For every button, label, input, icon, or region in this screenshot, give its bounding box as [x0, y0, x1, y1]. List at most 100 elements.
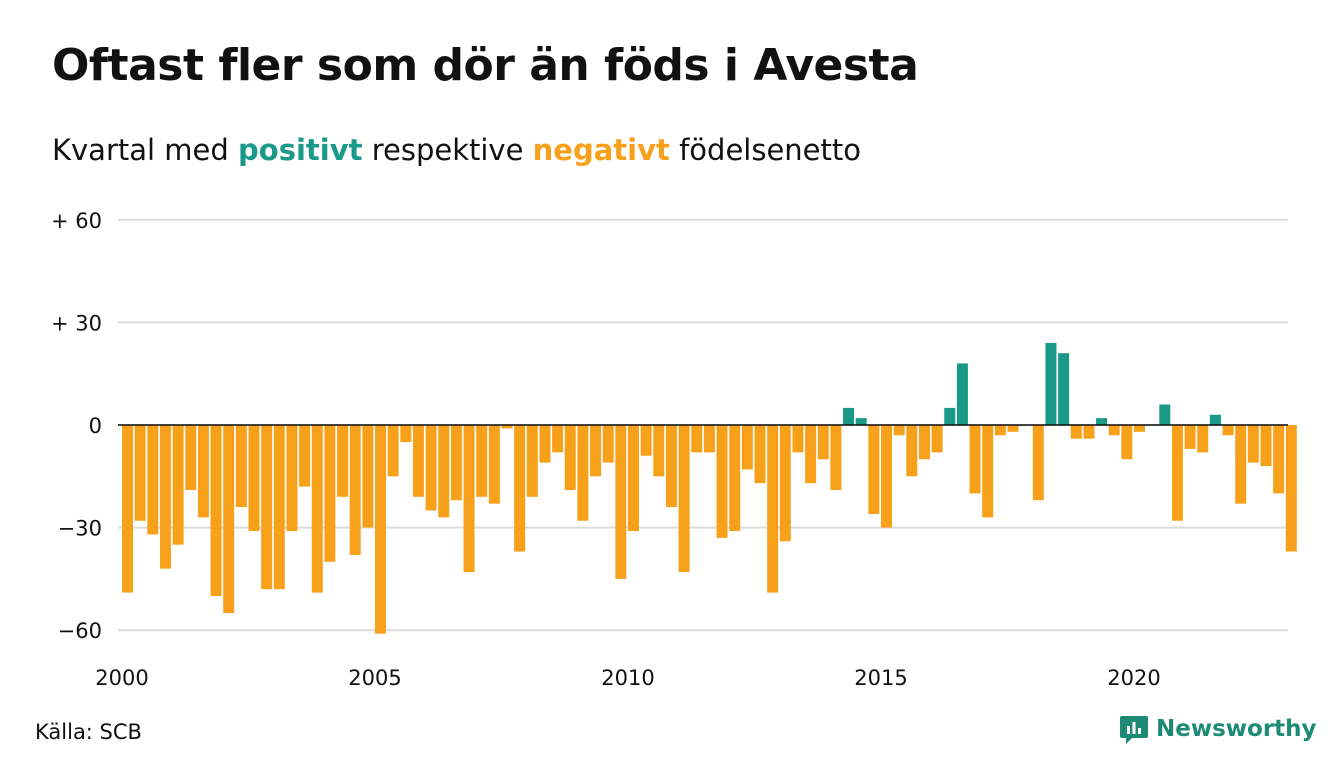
bar-negative — [716, 425, 728, 538]
subtitle-negative-label: negativt — [532, 133, 670, 167]
bar-negative — [412, 425, 424, 497]
bar-negative — [248, 425, 260, 532]
bar-negative — [197, 425, 209, 518]
bar-negative — [1285, 425, 1297, 552]
bar-negative — [324, 425, 336, 562]
bar-negative — [450, 425, 462, 501]
bar-negative — [273, 425, 285, 590]
bar-negative — [982, 425, 994, 518]
chart-title: Oftast fler som dör än föds i Avesta — [52, 40, 919, 91]
bar-negative — [779, 425, 791, 542]
bar-negative — [994, 425, 1006, 436]
bar-positive — [855, 418, 867, 425]
bar-negative — [754, 425, 766, 484]
bar-negative — [640, 425, 652, 456]
bar-negative — [400, 425, 412, 443]
bar-negative — [159, 425, 171, 569]
bar-negative — [337, 425, 349, 497]
bar-negative — [665, 425, 677, 508]
x-tick-label: 2005 — [348, 666, 401, 690]
bar-negative — [615, 425, 627, 579]
y-tick-label: + 30 — [51, 311, 102, 335]
y-tick-label: −30 — [58, 517, 102, 541]
bar-negative — [223, 425, 235, 614]
bar-negative — [286, 425, 298, 532]
bar-negative — [552, 425, 564, 453]
y-tick-label: 0 — [89, 414, 102, 438]
bar-negative — [918, 425, 930, 460]
bar-negative — [147, 425, 159, 535]
bar-negative — [906, 425, 918, 477]
bar-negative — [1260, 425, 1272, 467]
bar-negative — [703, 425, 715, 453]
bar-negative — [122, 425, 133, 593]
bar-negative — [881, 425, 892, 528]
x-tick-label: 2015 — [854, 666, 907, 690]
bar-negative — [134, 425, 146, 521]
bar-negative — [691, 425, 703, 453]
bar-negative — [590, 425, 602, 477]
bar-negative — [349, 425, 361, 555]
bar-negative — [1032, 425, 1044, 501]
bar-negative — [1007, 425, 1019, 432]
bar-negative — [1184, 425, 1196, 449]
subtitle-text-middle: respektive — [371, 133, 524, 167]
subtitle-text-start: Kvartal med — [52, 133, 229, 167]
bar-negative — [729, 425, 741, 532]
bar-negative — [868, 425, 880, 514]
y-tick-label: −60 — [58, 619, 102, 643]
newsworthy-logo-icon — [1120, 716, 1148, 744]
subtitle-positive-label: positivt — [238, 133, 363, 167]
bar-negative — [564, 425, 576, 490]
bar-negative — [425, 425, 437, 511]
bar-negative — [817, 425, 829, 460]
bar-negative — [463, 425, 475, 573]
brand-name: Newsworthy — [1156, 716, 1317, 742]
bar-negative — [1134, 425, 1145, 432]
bar-positive — [1045, 342, 1057, 425]
source-note: Källa: SCB — [35, 720, 142, 744]
bar-negative — [387, 425, 399, 477]
bar-negative — [514, 425, 526, 552]
x-tick-label: 2000 — [95, 666, 148, 690]
bar-negative — [969, 425, 981, 494]
x-axis-tick-labels: 2000 2005 2010 2015 2020 — [95, 666, 1160, 690]
bar-positive — [1058, 353, 1070, 425]
bar-positive — [956, 363, 968, 425]
bar-negative — [210, 425, 222, 596]
bar-negative — [1083, 425, 1095, 439]
bar-negative — [1235, 425, 1247, 504]
bar-negative — [539, 425, 551, 463]
chart-subtitle: Kvartal med positivt respektive negativt… — [52, 133, 861, 167]
bar-negative — [185, 425, 197, 490]
bar-negative — [805, 425, 817, 484]
bar-negative — [488, 425, 500, 504]
bar-positive — [944, 407, 956, 425]
bar-negative — [476, 425, 488, 497]
bar-positive — [843, 407, 855, 425]
bar-negative — [931, 425, 943, 453]
bars — [118, 342, 1297, 634]
bar-negative — [577, 425, 589, 521]
bar-negative — [893, 425, 905, 436]
x-tick-label: 2020 — [1107, 666, 1160, 690]
bar-negative — [501, 425, 513, 429]
bar-negative — [299, 425, 311, 487]
bar-negative — [1070, 425, 1082, 439]
brand-logo: Newsworthy — [1118, 713, 1317, 745]
bar-positive — [1209, 414, 1221, 425]
bar-negative — [362, 425, 374, 528]
bar-negative — [1171, 425, 1183, 521]
bar-negative — [438, 425, 450, 518]
bar-positive — [1159, 404, 1171, 425]
bar-negative — [172, 425, 184, 545]
bar-negative — [1197, 425, 1209, 453]
bar-negative — [653, 425, 665, 477]
bar-negative — [1108, 425, 1120, 436]
bar-negative — [1273, 425, 1285, 494]
y-axis-tick-labels: + 60 + 30 0 −30 −60 — [51, 209, 102, 643]
bar-negative — [375, 425, 386, 634]
bar-negative — [1121, 425, 1133, 460]
bar-negative — [1222, 425, 1234, 436]
